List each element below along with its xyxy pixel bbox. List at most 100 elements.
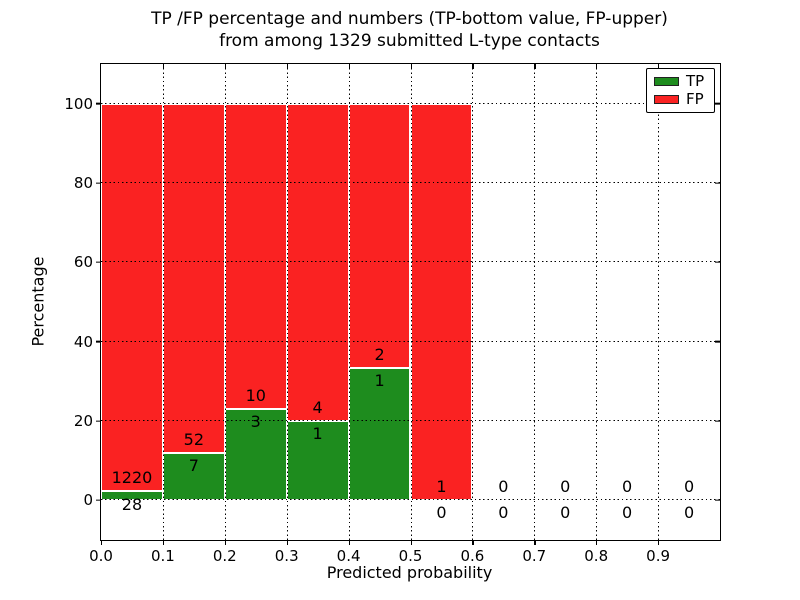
legend-label-fp: FP [686, 90, 704, 108]
x-axis-label: Predicted probability [326, 563, 493, 582]
gridline-x-0.8 [596, 64, 598, 540]
tp-count-label-0.4-0.5: 1 [374, 371, 385, 391]
legend-label-tp: TP [686, 72, 705, 90]
x-tick-label-0.2: 0.2 [212, 547, 237, 565]
y-axis-label: Percentage [28, 256, 48, 347]
tp-count-label-0.7-0.8: 0 [560, 503, 571, 523]
x-tick-0.3 [286, 540, 288, 545]
y-tick-label-100: 100 [64, 94, 93, 113]
y-tick-20 [96, 420, 101, 422]
gridline-x-0.2 [224, 64, 226, 540]
fp-count-label-0.0-0.1: 1220 [111, 468, 153, 488]
tp-count-label-0.5-0.6: 0 [436, 503, 447, 523]
x-tick-top-0.3 [286, 64, 288, 69]
x-tick-0.9 [658, 540, 660, 545]
tp-count-label-0.1-0.2: 7 [188, 456, 199, 476]
fp-count-label-0.7-0.8: 0 [560, 477, 571, 497]
fp-bar-0.5-0.6 [410, 103, 473, 501]
x-tick-label-0.0: 0.0 [89, 547, 113, 565]
y-tick-40 [96, 341, 101, 343]
tp-bar-0.3-0.4 [286, 421, 349, 501]
y-tick-80 [96, 182, 101, 184]
y-tick-right-0 [715, 499, 720, 501]
gridline-y-80 [101, 182, 720, 183]
y-tick-right-100 [715, 103, 720, 105]
x-tick-label-0.4: 0.4 [336, 547, 361, 565]
y-tick-label-20: 20 [73, 412, 93, 430]
y-tick-right-60 [715, 261, 720, 263]
x-tick-0.8 [596, 540, 598, 545]
x-tick-top-0.2 [224, 64, 227, 69]
y-tick-label-60: 60 [73, 253, 93, 272]
y-tick-label-80: 80 [73, 174, 93, 192]
y-tick-right-80 [715, 182, 720, 184]
gridline-x-0.4 [348, 64, 350, 540]
x-tick-top-0.9 [658, 64, 660, 69]
x-tick-0.5 [410, 540, 412, 545]
chart-title-line2: from among 1329 submitted L-type contact… [219, 31, 600, 51]
x-tick-top-0.6 [472, 64, 474, 69]
fp-bar-0.1-0.2 [162, 103, 225, 454]
x-tick-label-0.5: 0.5 [398, 547, 423, 565]
gridline-x-0.3 [286, 64, 288, 540]
x-tick-top-0.1 [162, 64, 165, 69]
gridline-x-0.1 [162, 64, 164, 540]
x-tick-0.2 [224, 540, 227, 545]
x-tick-label-0.9: 0.9 [646, 547, 671, 565]
chart-title-line1: TP /FP percentage and numbers (TP-bottom… [151, 9, 668, 29]
chart-title: TP /FP percentage and numbers (TP-bottom… [100, 8, 719, 52]
x-tick-label-0.7: 0.7 [522, 547, 547, 565]
y-tick-right-20 [715, 420, 720, 422]
fp-count-label-0.2-0.3: 10 [245, 385, 266, 405]
gridline-y-20 [101, 420, 720, 421]
x-tick-0.7 [534, 540, 536, 545]
x-tick-0.6 [472, 540, 474, 545]
legend-item-fp: FP [654, 92, 707, 107]
x-tick-top-0.8 [596, 64, 598, 69]
tp-count-label-0.8-0.9: 0 [622, 503, 633, 523]
tp-count-label-0.6-0.7: 0 [498, 503, 509, 523]
fp-count-label-0.9-1.0: 0 [683, 477, 695, 497]
legend-swatch-fp-icon [654, 95, 679, 104]
x-tick-top-0.5 [410, 64, 412, 69]
legend-swatch-tp-icon [654, 77, 679, 86]
x-tick-label-0.3: 0.3 [274, 547, 299, 565]
gridline-x-0.7 [534, 64, 536, 540]
x-tick-top-0.7 [534, 64, 536, 69]
x-tick-0.1 [162, 540, 165, 545]
x-tick-label-0.8: 0.8 [584, 547, 609, 565]
fp-bar-0.4-0.5 [348, 103, 411, 369]
legend-item-tp: TP [654, 74, 707, 89]
fp-bar-0.2-0.3 [224, 103, 287, 409]
fp-count-label-0.8-0.9: 0 [622, 477, 633, 497]
y-tick-0 [96, 499, 101, 501]
fp-count-label-0.6-0.7: 0 [498, 477, 509, 497]
gridline-y-100 [101, 102, 720, 104]
fp-count-label-0.4-0.5: 2 [374, 345, 385, 365]
y-tick-label-40: 40 [73, 332, 93, 351]
tp-count-label-0.3-0.4: 1 [312, 424, 323, 444]
fp-count-label-0.5-0.6: 1 [436, 477, 447, 497]
legend: TP FP [646, 68, 715, 113]
tp-count-label-0.9-1.0: 0 [683, 503, 695, 523]
x-tick-0.4 [348, 540, 350, 545]
tp-count-label-0.0-0.1: 28 [121, 494, 143, 514]
y-tick-label-0: 0 [83, 491, 93, 510]
gridline-x-0.9 [658, 64, 660, 540]
fp-bar-0.0-0.1 [101, 103, 163, 492]
y-tick-right-40 [715, 341, 720, 343]
plot-area: 1220 28 52 7 10 3 4 1 2 1 1 0 0 0 0 0 0 0 0 0 0.0 0.1 0.2 0.3 0.… [64, 63, 721, 565]
x-tick-0.0 [101, 540, 103, 545]
gridline-y-40 [101, 340, 720, 342]
fp-count-label-0.3-0.4: 4 [312, 397, 323, 417]
x-tick-top-0.4 [348, 64, 350, 69]
fp-count-label-0.1-0.2: 52 [183, 430, 205, 450]
y-tick-60 [96, 261, 101, 263]
tp-count-label-0.2-0.3: 3 [250, 411, 261, 431]
y-tick-100 [96, 103, 101, 105]
x-tick-label-0.1: 0.1 [150, 547, 175, 565]
gridline-y-0 [101, 499, 720, 501]
x-tick-label-0.6: 0.6 [460, 547, 485, 565]
gridline-y-60 [101, 261, 720, 263]
